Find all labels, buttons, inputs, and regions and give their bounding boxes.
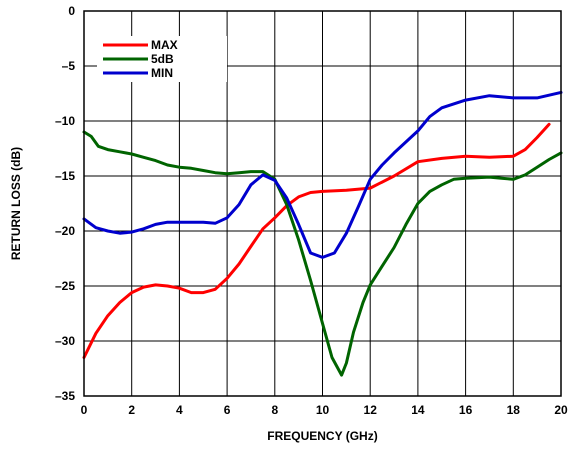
series-line-min xyxy=(82,90,563,259)
x-tick-label: 20 xyxy=(554,403,568,417)
x-tick-label: 8 xyxy=(271,403,278,417)
legend-label-max: MAX xyxy=(151,38,178,52)
x-tick-label: 4 xyxy=(176,403,183,417)
y-tick-label: –20 xyxy=(55,224,75,238)
y-tick-label: –5 xyxy=(62,59,76,73)
x-tick-label: 6 xyxy=(224,403,231,417)
x-tick-label: 2 xyxy=(128,403,135,417)
x-tick-label: 18 xyxy=(507,403,521,417)
y-tick-label: –30 xyxy=(55,334,75,348)
x-tick-label: 10 xyxy=(316,403,330,417)
y-axis-label: RETURN LOSS (dB) xyxy=(9,147,23,260)
x-tick-label: 0 xyxy=(81,403,88,417)
y-tick-label: –10 xyxy=(55,114,75,128)
x-tick-label: 12 xyxy=(364,403,378,417)
legend-label-min: MIN xyxy=(151,66,173,80)
plot-frame xyxy=(83,10,562,397)
x-tick-label: 16 xyxy=(459,403,473,417)
series-line-max xyxy=(82,122,551,359)
y-tick-label: 0 xyxy=(68,4,75,18)
y-tick-label: –15 xyxy=(55,169,75,183)
legend-label-5db: 5dB xyxy=(151,52,174,66)
y-tick-label: –25 xyxy=(55,279,75,293)
x-tick-labels: 0 2 4 6 8 10 12 14 16 18 20 xyxy=(81,403,568,417)
y-tick-label: –35 xyxy=(55,389,75,403)
x-tick-label: 14 xyxy=(411,403,425,417)
series-line-5db xyxy=(82,130,563,377)
y-tick-labels: 0 –5 –10 –15 –20 –25 –30 –35 xyxy=(55,4,75,403)
plot-lines xyxy=(82,90,563,377)
x-axis-label: FREQUENCY (GHz) xyxy=(267,429,377,443)
